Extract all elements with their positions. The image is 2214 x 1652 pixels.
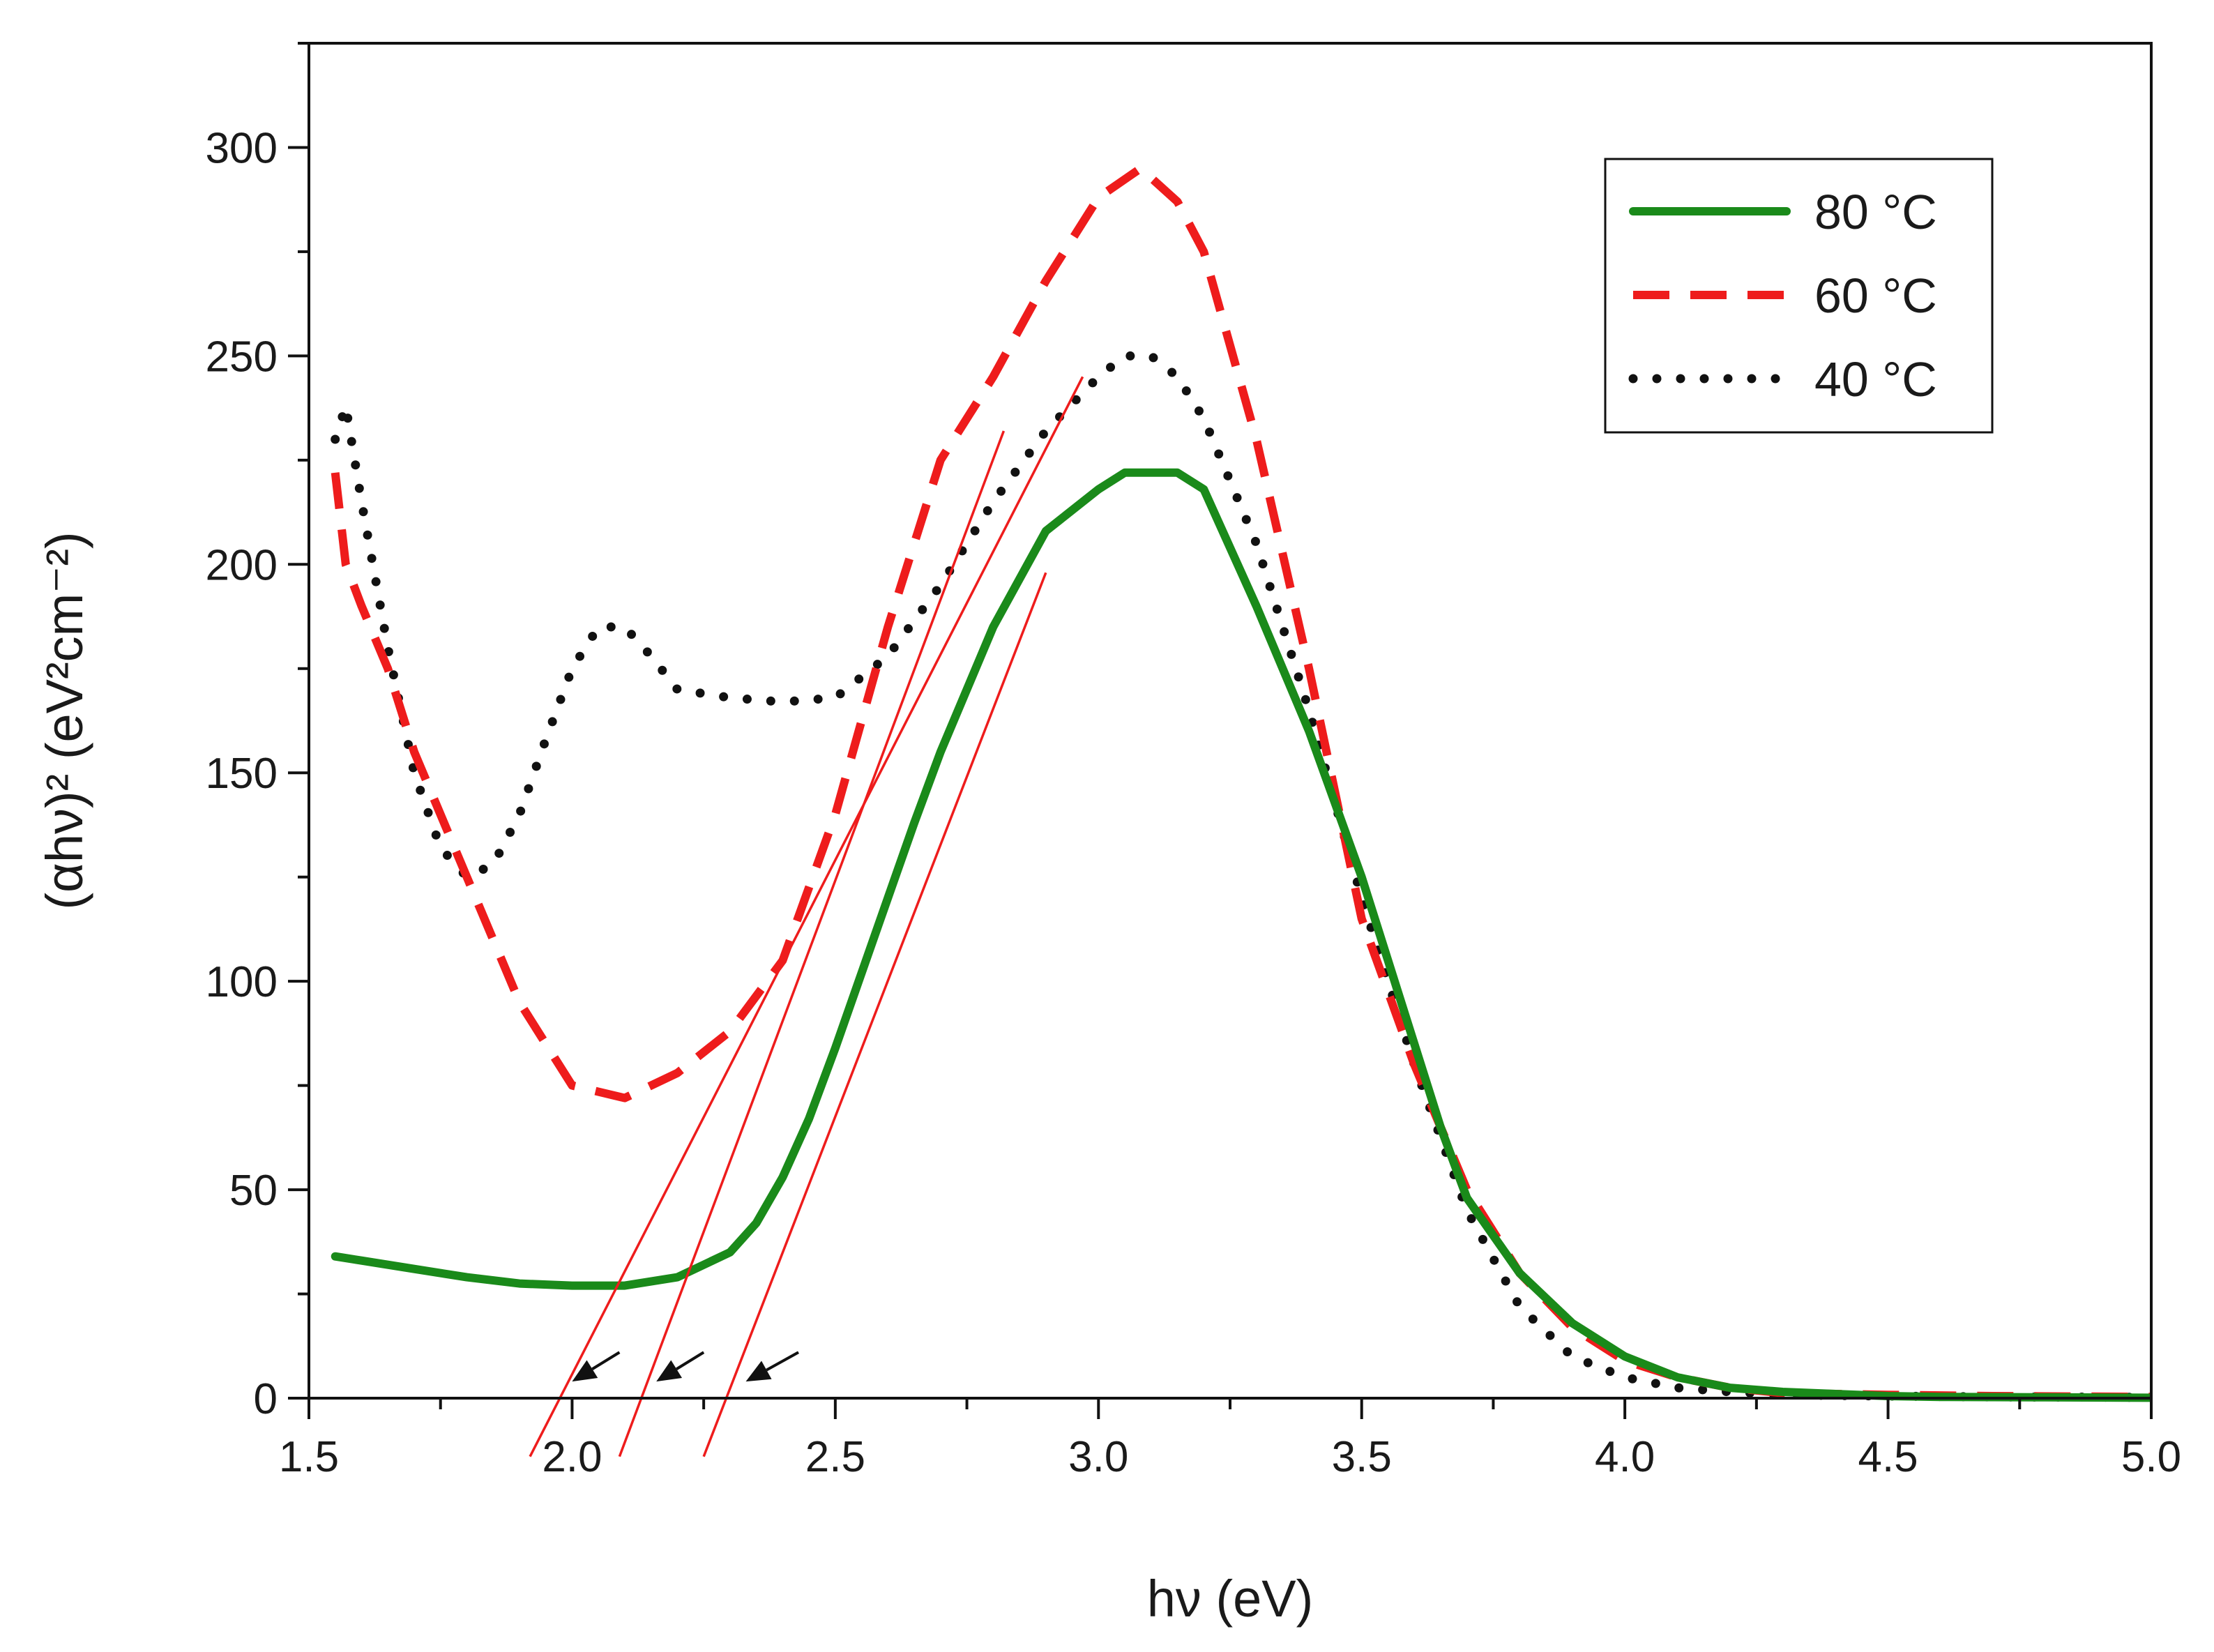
x-tick-label: 1.5: [279, 1433, 339, 1481]
x-tick-label: 4.0: [1595, 1433, 1655, 1481]
tangent-line-2: [618, 430, 1006, 1457]
series-line-40c: [331, 351, 2151, 1402]
y-tick-label: 200: [206, 541, 278, 589]
y-tick-label: 100: [206, 958, 278, 1006]
axis-ticks-layer: 1.5 2.0 2.5 3.0 3.5 4.0 4.5 5.0 0 50 100 150 200 250 3…: [206, 42, 2181, 1481]
y-axis-title: (αhν)² (eV²cm⁻²): [36, 531, 93, 909]
arrow-shaft-1: [591, 1351, 621, 1370]
tangent-line-3: [702, 572, 1047, 1457]
x-tick-label: 5.0: [2121, 1433, 2181, 1481]
legend-label-40c: 40 °C: [1814, 352, 1937, 407]
arrow-shaft-2: [676, 1351, 705, 1370]
legend: 80 °C 60 °C 40 °C: [1604, 158, 1994, 434]
x-tick-label: 3.0: [1068, 1433, 1128, 1481]
x-tick-label: 2.5: [805, 1433, 865, 1481]
y-tick-label: 300: [206, 124, 278, 172]
tangent-line-1: [529, 376, 1084, 1457]
arrow-head-1: [572, 1360, 598, 1382]
y-tick-label: 50: [229, 1167, 278, 1215]
arrow-head-2: [656, 1360, 683, 1382]
arrow-head-3: [745, 1361, 772, 1382]
x-tick-label: 4.5: [1858, 1433, 1918, 1481]
x-axis-title: hν (eV): [1147, 1570, 1314, 1628]
y-tick-label: 0: [254, 1375, 278, 1423]
data-series-layer: [331, 164, 2151, 1402]
x-tick-label: 3.5: [1332, 1433, 1392, 1481]
x-tick-label: 2.0: [542, 1433, 602, 1481]
legend-label-60c: 60 °C: [1814, 268, 1937, 323]
y-tick-label: 150: [206, 750, 278, 798]
legend-label-80c: 80 °C: [1814, 185, 1937, 239]
arrow-shaft-3: [766, 1351, 799, 1372]
series-line-80c: [331, 468, 2151, 1402]
tangent-and-arrow-layer: [529, 376, 1084, 1457]
y-tick-label: 250: [206, 333, 278, 381]
legend-box: [1604, 158, 1994, 434]
